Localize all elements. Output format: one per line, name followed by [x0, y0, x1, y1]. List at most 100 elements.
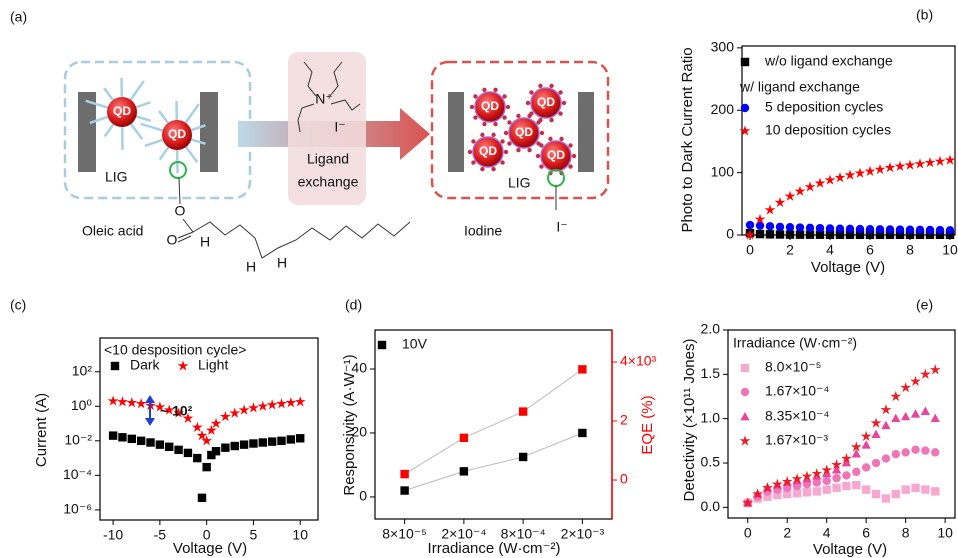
marker	[578, 429, 586, 437]
marker	[836, 225, 844, 233]
marker	[921, 446, 929, 454]
ligand	[186, 104, 199, 123]
marker	[890, 391, 901, 401]
atom: H	[277, 255, 287, 271]
marker	[835, 172, 846, 182]
iodine	[491, 133, 495, 137]
iodine	[558, 111, 562, 115]
marker	[845, 169, 856, 179]
caption: Oleic acid	[82, 223, 143, 239]
iodine	[471, 160, 475, 164]
marker	[128, 435, 136, 443]
y-tick-label: 10⁻²	[64, 432, 92, 448]
x-axis-label: Voltage (V)	[813, 541, 887, 558]
marker	[578, 365, 586, 373]
marker	[936, 226, 944, 234]
marker	[826, 224, 834, 232]
marker	[872, 490, 880, 498]
marker	[786, 223, 794, 231]
marker	[881, 404, 892, 414]
bond	[179, 178, 180, 204]
marker	[842, 471, 850, 479]
marker	[861, 431, 872, 441]
iodine	[549, 84, 553, 88]
legend-label: 10V	[402, 336, 428, 352]
marker	[921, 485, 929, 493]
y-axis-label: Responsivity (A·W⁻¹)	[341, 354, 358, 495]
x-tick-label: 4	[826, 242, 834, 258]
marker	[926, 226, 934, 234]
marker	[400, 486, 408, 494]
iodine	[491, 167, 495, 171]
iodine	[540, 131, 544, 135]
y-tick-label: 10²	[72, 362, 93, 378]
marker	[193, 454, 201, 462]
marker	[519, 407, 527, 415]
y-tick-label: 10⁻⁶	[63, 501, 92, 517]
qd-label: QD	[481, 99, 499, 113]
y-tick-label: 0	[726, 226, 734, 242]
x-tick-label: 5	[250, 527, 258, 543]
iodine	[493, 88, 497, 92]
atom: I⁻	[556, 219, 567, 235]
marker	[756, 221, 764, 229]
y-axis-label: Current (A)	[33, 393, 50, 467]
atom: I⁻	[334, 119, 345, 135]
legend-label: Dark	[130, 357, 161, 373]
marker	[930, 364, 941, 374]
marker	[240, 440, 248, 448]
marker	[766, 230, 774, 238]
iodine	[504, 131, 508, 135]
legend-title: Irradiance (W·cm⁻²)	[733, 335, 857, 351]
marker	[832, 474, 840, 482]
qd-label: QD	[479, 144, 497, 158]
iodine	[502, 115, 506, 119]
x-tick-label: -5	[154, 527, 167, 543]
marker	[915, 158, 926, 168]
panel-label: (c)	[10, 297, 26, 313]
x-tick-label: 0	[744, 525, 752, 541]
marker	[891, 414, 900, 422]
x-tick-label: 10	[292, 527, 308, 543]
x-tick-label: 4	[823, 525, 831, 541]
marker	[111, 362, 119, 370]
marker	[862, 485, 870, 493]
y-tick-label: 2.0	[701, 321, 721, 337]
ligand	[131, 81, 144, 100]
legend-label: 1.67×10⁻³	[765, 432, 828, 448]
marker	[925, 157, 936, 167]
marker	[856, 225, 864, 233]
y2-tick-label: 0	[620, 471, 628, 487]
marker	[267, 399, 278, 409]
iodine-ligands: QDQDQDQDQD	[468, 84, 576, 176]
marker	[378, 341, 386, 349]
marker	[886, 225, 894, 233]
figure: (a) QD QD LIG O O H H H Oleic acid N⁺ I⁻…	[0, 0, 958, 558]
panel-label: (b)	[916, 7, 933, 23]
ligand	[131, 124, 142, 139]
legend-subheading: w/ ligand exchange	[739, 79, 860, 95]
marker	[248, 402, 259, 412]
marker	[221, 443, 229, 451]
ligand	[136, 102, 150, 107]
x-tick-label: 2	[783, 525, 791, 541]
marker	[846, 225, 854, 233]
marker	[806, 224, 814, 232]
iodine	[526, 101, 530, 105]
marker	[825, 174, 836, 184]
marker	[871, 417, 882, 427]
y-tick-label: 100	[711, 163, 735, 179]
marker	[740, 412, 749, 420]
marker	[931, 414, 940, 422]
marker	[901, 412, 910, 420]
marker	[882, 494, 890, 502]
ligand	[160, 147, 169, 159]
step-label: exchange	[298, 174, 359, 190]
electrode	[448, 92, 464, 172]
y-tick-label: 200	[711, 101, 735, 117]
x-tick-label: 10	[942, 242, 958, 258]
x-tick-label: 8×10⁻⁵	[382, 526, 427, 542]
marker	[137, 437, 145, 445]
iodine	[480, 167, 484, 171]
marker	[785, 191, 796, 201]
